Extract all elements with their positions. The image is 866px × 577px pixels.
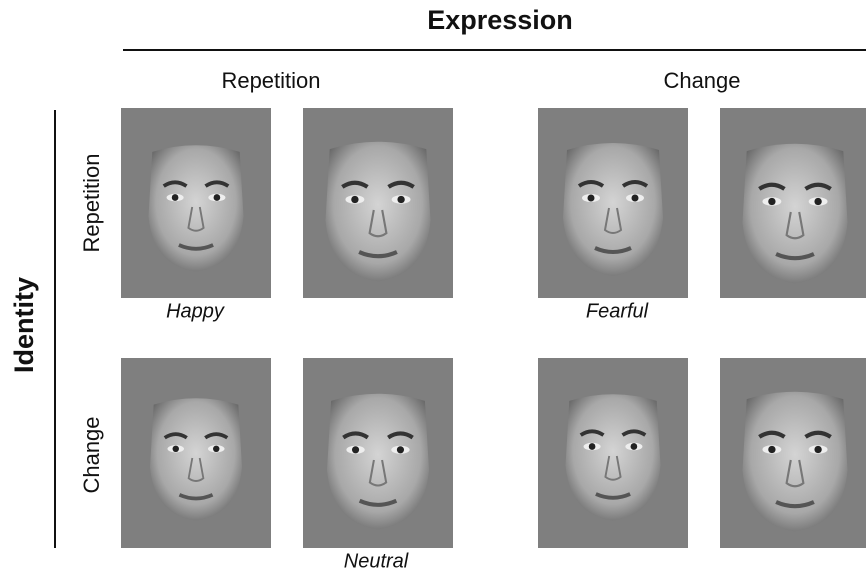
column-header: Repetition <box>221 68 320 93</box>
face <box>148 396 244 523</box>
row-header: Repetition <box>79 153 104 252</box>
face <box>327 394 429 530</box>
caption: Happy <box>166 300 225 322</box>
face <box>326 142 431 282</box>
face <box>146 143 246 274</box>
face <box>743 392 848 532</box>
caption: Fearful <box>586 300 649 322</box>
face <box>743 144 848 284</box>
caption: Neutral <box>344 550 409 572</box>
column-header: Change <box>663 68 740 93</box>
face <box>561 141 665 278</box>
row-header: Change <box>79 416 104 493</box>
row-axis-label: Identity <box>9 277 39 373</box>
face <box>563 392 663 523</box>
stimulus-panels <box>121 108 866 548</box>
figure-title: Expression <box>427 5 573 35</box>
